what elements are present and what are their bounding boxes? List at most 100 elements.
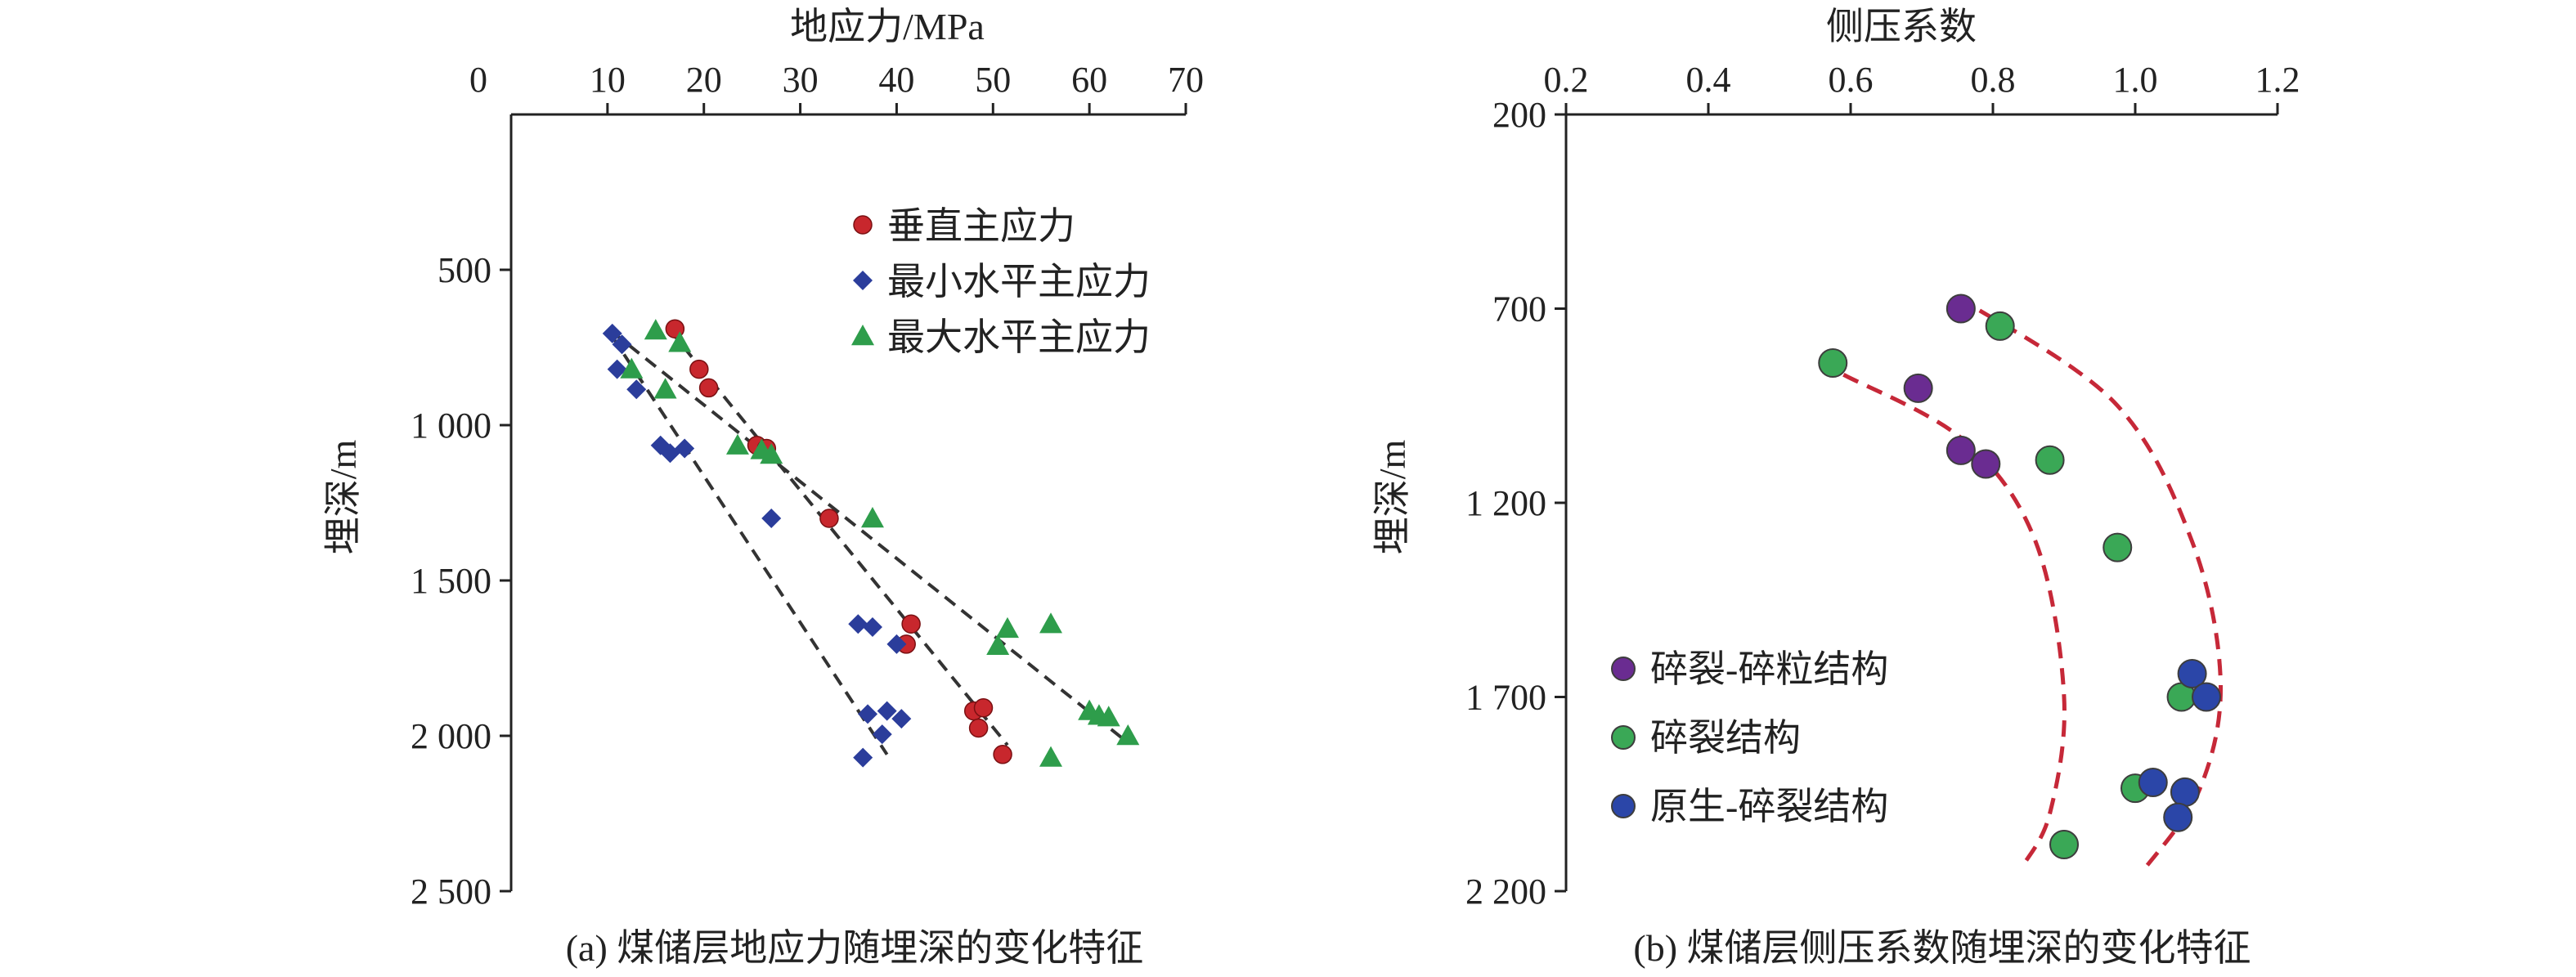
panel-b-y-ticks: 200 700 1 200 1 700 2 200 xyxy=(1465,95,1566,912)
panel-a-point-diamond xyxy=(612,334,632,355)
panel-a-point-diamond xyxy=(607,359,627,379)
panel-a-point-triangle xyxy=(1039,746,1062,767)
panel-a-trend-lines xyxy=(611,329,1124,755)
panel-a-point-triangle xyxy=(725,433,749,455)
panel-b-envelope-curve xyxy=(1842,373,2067,869)
panel-a-point-diamond xyxy=(877,701,897,721)
panel-a-y-axis-title: 埋深/m xyxy=(322,440,364,555)
panel-a-point-circle xyxy=(973,698,994,718)
panel-a-x-tick-label: 20 xyxy=(686,60,722,100)
panel-b-point xyxy=(2177,659,2207,688)
panel-a-point-circle xyxy=(689,359,709,379)
panel-a-point-diamond xyxy=(891,709,912,729)
panel-a-point-diamond xyxy=(872,724,892,745)
panel-a-caption: (a) 煤储层地应力随埋深的变化特征 xyxy=(566,927,1144,969)
panel-b-x-tick-label: 1.2 xyxy=(2255,60,2300,100)
panel-a-y-ticks: 500 1 000 1 500 2 000 2 500 xyxy=(411,250,511,912)
panel-a-legend-marker xyxy=(851,325,874,346)
panel-a-x-tick-label: 60 xyxy=(1071,60,1107,100)
panel-b-data-points xyxy=(1818,294,2221,859)
panel-a-point-diamond xyxy=(853,747,873,768)
panel-a-point-diamond xyxy=(626,379,647,400)
panel-a-x-tick-label: 30 xyxy=(783,60,819,100)
panel-a-x-tick-label: 50 xyxy=(975,60,1011,100)
panel-a-stress-vs-depth: 地应力/MPa 0 10 20 30 40 50 60 70 500 1 000 1 500 2 0… xyxy=(322,6,1204,969)
panel-a-legend-marker xyxy=(853,271,873,290)
panel-b-caption: (b) 煤储层侧压系数随埋深的变化特征 xyxy=(1633,927,2251,969)
panel-b-x-tick-label: 0.8 xyxy=(1971,60,2016,100)
panel-b-legend-marker xyxy=(1611,794,1636,818)
panel-a-point-triangle xyxy=(620,357,644,379)
panel-b-legend-marker xyxy=(1611,657,1636,681)
panel-a-point-triangle xyxy=(986,634,1010,655)
panel-b-point xyxy=(2103,532,2133,562)
panel-a-y-tick-label: 2 500 xyxy=(411,872,491,912)
panel-b-legend-marker xyxy=(1611,725,1636,750)
panel-b-y-tick-label: 1 700 xyxy=(1465,678,1546,718)
panel-a-point-circle xyxy=(819,509,839,528)
panel-b-point xyxy=(1903,373,1933,403)
panel-a-x-tick-label: 0 xyxy=(469,60,487,100)
panel-a-point-circle xyxy=(968,718,989,738)
panel-a-y-tick-label: 1 500 xyxy=(411,561,491,601)
panel-b-x-tick-label: 0.2 xyxy=(1544,60,1589,100)
panel-b-point xyxy=(2192,682,2221,712)
panel-a-trend-line xyxy=(668,329,1009,746)
panel-a-point-triangle xyxy=(653,378,677,399)
panel-b-x-tick-label: 0.4 xyxy=(1686,60,1731,100)
panel-b-x-ticks: 0.2 0.4 0.6 0.8 1.0 1.2 xyxy=(1544,60,2300,114)
panel-a-x-ticks: 0 10 20 30 40 50 60 70 xyxy=(469,60,1204,114)
panel-b-point xyxy=(1985,311,2015,341)
panel-a-y-tick-label: 500 xyxy=(438,250,491,290)
panel-a-y-tick-label: 1 000 xyxy=(411,406,491,446)
panel-b-legend-label: 原生-碎裂结构 xyxy=(1650,786,1888,827)
panel-a-point-triangle xyxy=(860,507,884,528)
panel-a-legend-label: 最小水平主应力 xyxy=(887,261,1151,303)
panel-a-point-triangle xyxy=(668,331,692,352)
panel-a-point-triangle xyxy=(644,319,667,340)
panel-a-y-tick-label: 2 000 xyxy=(411,716,491,756)
panel-b-point xyxy=(1971,449,2001,479)
panel-b-point xyxy=(1945,435,1976,465)
panel-b-lateral-pressure-vs-depth: 侧压系数 0.2 0.4 0.6 0.8 1.0 1.2 200 700 1 200 1 700… xyxy=(1371,6,2300,969)
panel-a-point-circle xyxy=(993,745,1012,764)
panel-b-y-tick-label: 700 xyxy=(1492,289,1546,329)
panel-b-x-tick-label: 0.6 xyxy=(1829,60,1874,100)
panel-a-x-tick-label: 10 xyxy=(590,60,626,100)
panel-b-y-tick-label: 2 200 xyxy=(1465,872,1546,912)
panel-b-y-axis-title: 埋深/m xyxy=(1371,440,1413,555)
panel-a-x-tick-label: 40 xyxy=(878,60,914,100)
panel-a-point-diamond xyxy=(675,438,695,459)
panel-a-point-diamond xyxy=(602,323,622,343)
panel-b-x-axis-title: 侧压系数 xyxy=(1826,6,1977,47)
panel-a-legend-marker xyxy=(853,215,873,235)
panel-a-trend-line xyxy=(611,330,1124,741)
panel-b-point xyxy=(2170,777,2200,807)
panel-b-point xyxy=(2138,768,2168,797)
panel-b-legend-label: 碎裂结构 xyxy=(1650,717,1801,759)
panel-b-point xyxy=(1818,348,1848,378)
panel-a-x-axis-title: 地应力/MPa xyxy=(790,6,985,47)
panel-a-point-circle xyxy=(698,378,719,398)
panel-a-point-diamond xyxy=(858,704,878,724)
panel-a-point-circle xyxy=(901,614,921,634)
panel-a-point-diamond xyxy=(886,634,907,654)
panel-a-point-diamond xyxy=(862,617,882,637)
panel-a-data-points xyxy=(602,319,1140,768)
panel-b-point xyxy=(2035,445,2065,475)
panel-a-point-diamond xyxy=(848,614,868,634)
panel-b-y-tick-label: 200 xyxy=(1492,95,1546,135)
panel-a-point-triangle xyxy=(1039,612,1062,634)
panel-a-point-triangle xyxy=(760,443,783,464)
panel-a-point-triangle xyxy=(1097,706,1120,727)
panel-b-x-tick-label: 1.0 xyxy=(2113,60,2158,100)
panel-a-point-triangle xyxy=(1116,724,1140,746)
panel-b-legend-label: 碎裂-碎粒结构 xyxy=(1650,648,1888,690)
panel-a-legend-label: 最大水平主应力 xyxy=(887,316,1151,358)
panel-a-trend-line xyxy=(611,335,889,755)
panel-b-point xyxy=(2163,802,2193,832)
panel-b-point xyxy=(2049,830,2079,859)
